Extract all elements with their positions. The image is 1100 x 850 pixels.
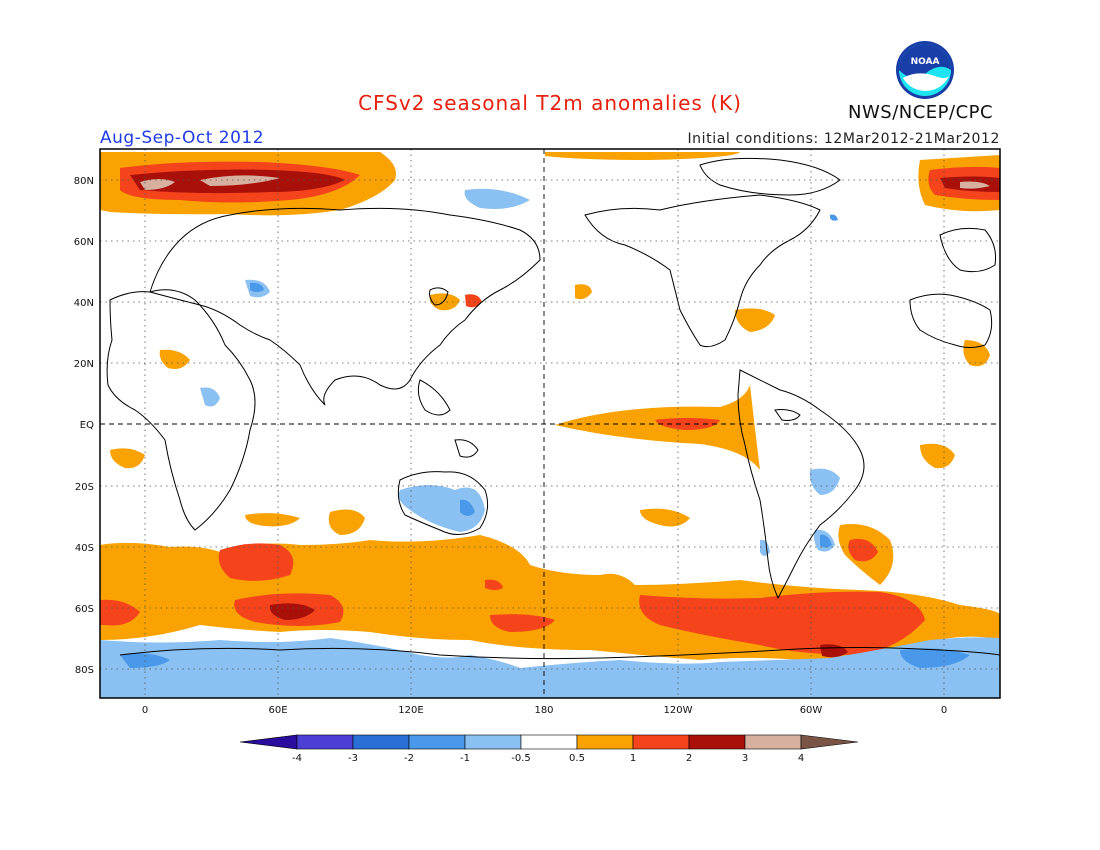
coastlines [106,157,1000,660]
lon-label-60e: 60E [268,705,287,716]
lon-label-0-left: 0 [142,705,148,716]
colorbar-label: -4 [292,753,302,764]
colorbar-cell [464,734,522,750]
colorbar-label: 0.5 [569,753,585,764]
colorbar-arrow-left [239,734,298,750]
agency-label: NWS/NCEP/CPC [848,102,994,123]
colorbar-cell [408,734,466,750]
lon-label-60w: 60W [800,705,823,716]
colorbar-cell [296,734,354,750]
lat-label-40s: 40S [75,543,94,554]
equator-dateline-lines [100,149,1000,698]
colorbar-label: 2 [686,753,692,764]
colorbar-label: 4 [798,753,804,764]
colorbar-arrow-right [800,734,859,750]
noaa-logo-icon: NOAA [896,41,954,99]
lon-label-0-right: 0 [941,705,947,716]
lat-label-80n: 80N [74,176,94,187]
colorbar-cell [352,734,410,750]
lon-label-120w: 120W [664,705,693,716]
colorbar: -4 -3 -2 -1 -0.5 0.5 1 2 3 4 [239,734,859,764]
lat-label-40n: 40N [74,298,94,309]
lon-label-120e: 120E [398,705,423,716]
colorbar-label: -3 [348,753,358,764]
grid-lines [100,149,1000,698]
lat-label-60n: 60N [74,237,94,248]
colorbar-label: 1 [630,753,636,764]
colorbar-label: -0.5 [511,753,531,764]
colorbar-cell [744,734,802,750]
lat-label-80s: 80S [75,665,94,676]
extreme-positive-anomaly-regions [140,175,990,190]
noaa-logo-text: NOAA [911,57,940,67]
colorbar-label: -1 [460,753,470,764]
lat-label-20n: 20N [74,359,94,370]
lat-label-60s: 60S [75,604,94,615]
colorbar-label: -2 [404,753,414,764]
latitude-labels: 80N 60N 40N 20N EQ 20S 40S 60S 80S [74,176,94,676]
lat-label-20s: 20S [75,482,94,493]
season-label: Aug-Sep-Oct 2012 [100,128,265,148]
chart-title: CFSv2 seasonal T2m anomalies (K) [358,91,742,115]
map-frame [99,148,1001,699]
lat-label-eq: EQ [80,420,94,431]
colorbar-label: 3 [742,753,748,764]
lon-label-180: 180 [534,705,553,716]
colorbar-cell [632,734,690,750]
colorbar-cell [688,734,746,750]
colorbar-cell [576,734,634,750]
initial-conditions-label: Initial conditions: 12Mar2012-21Mar2012 [687,131,1000,147]
colorbar-cell [520,734,578,750]
longitude-labels: 0 60E 120E 180 120W 60W 0 [142,705,947,716]
